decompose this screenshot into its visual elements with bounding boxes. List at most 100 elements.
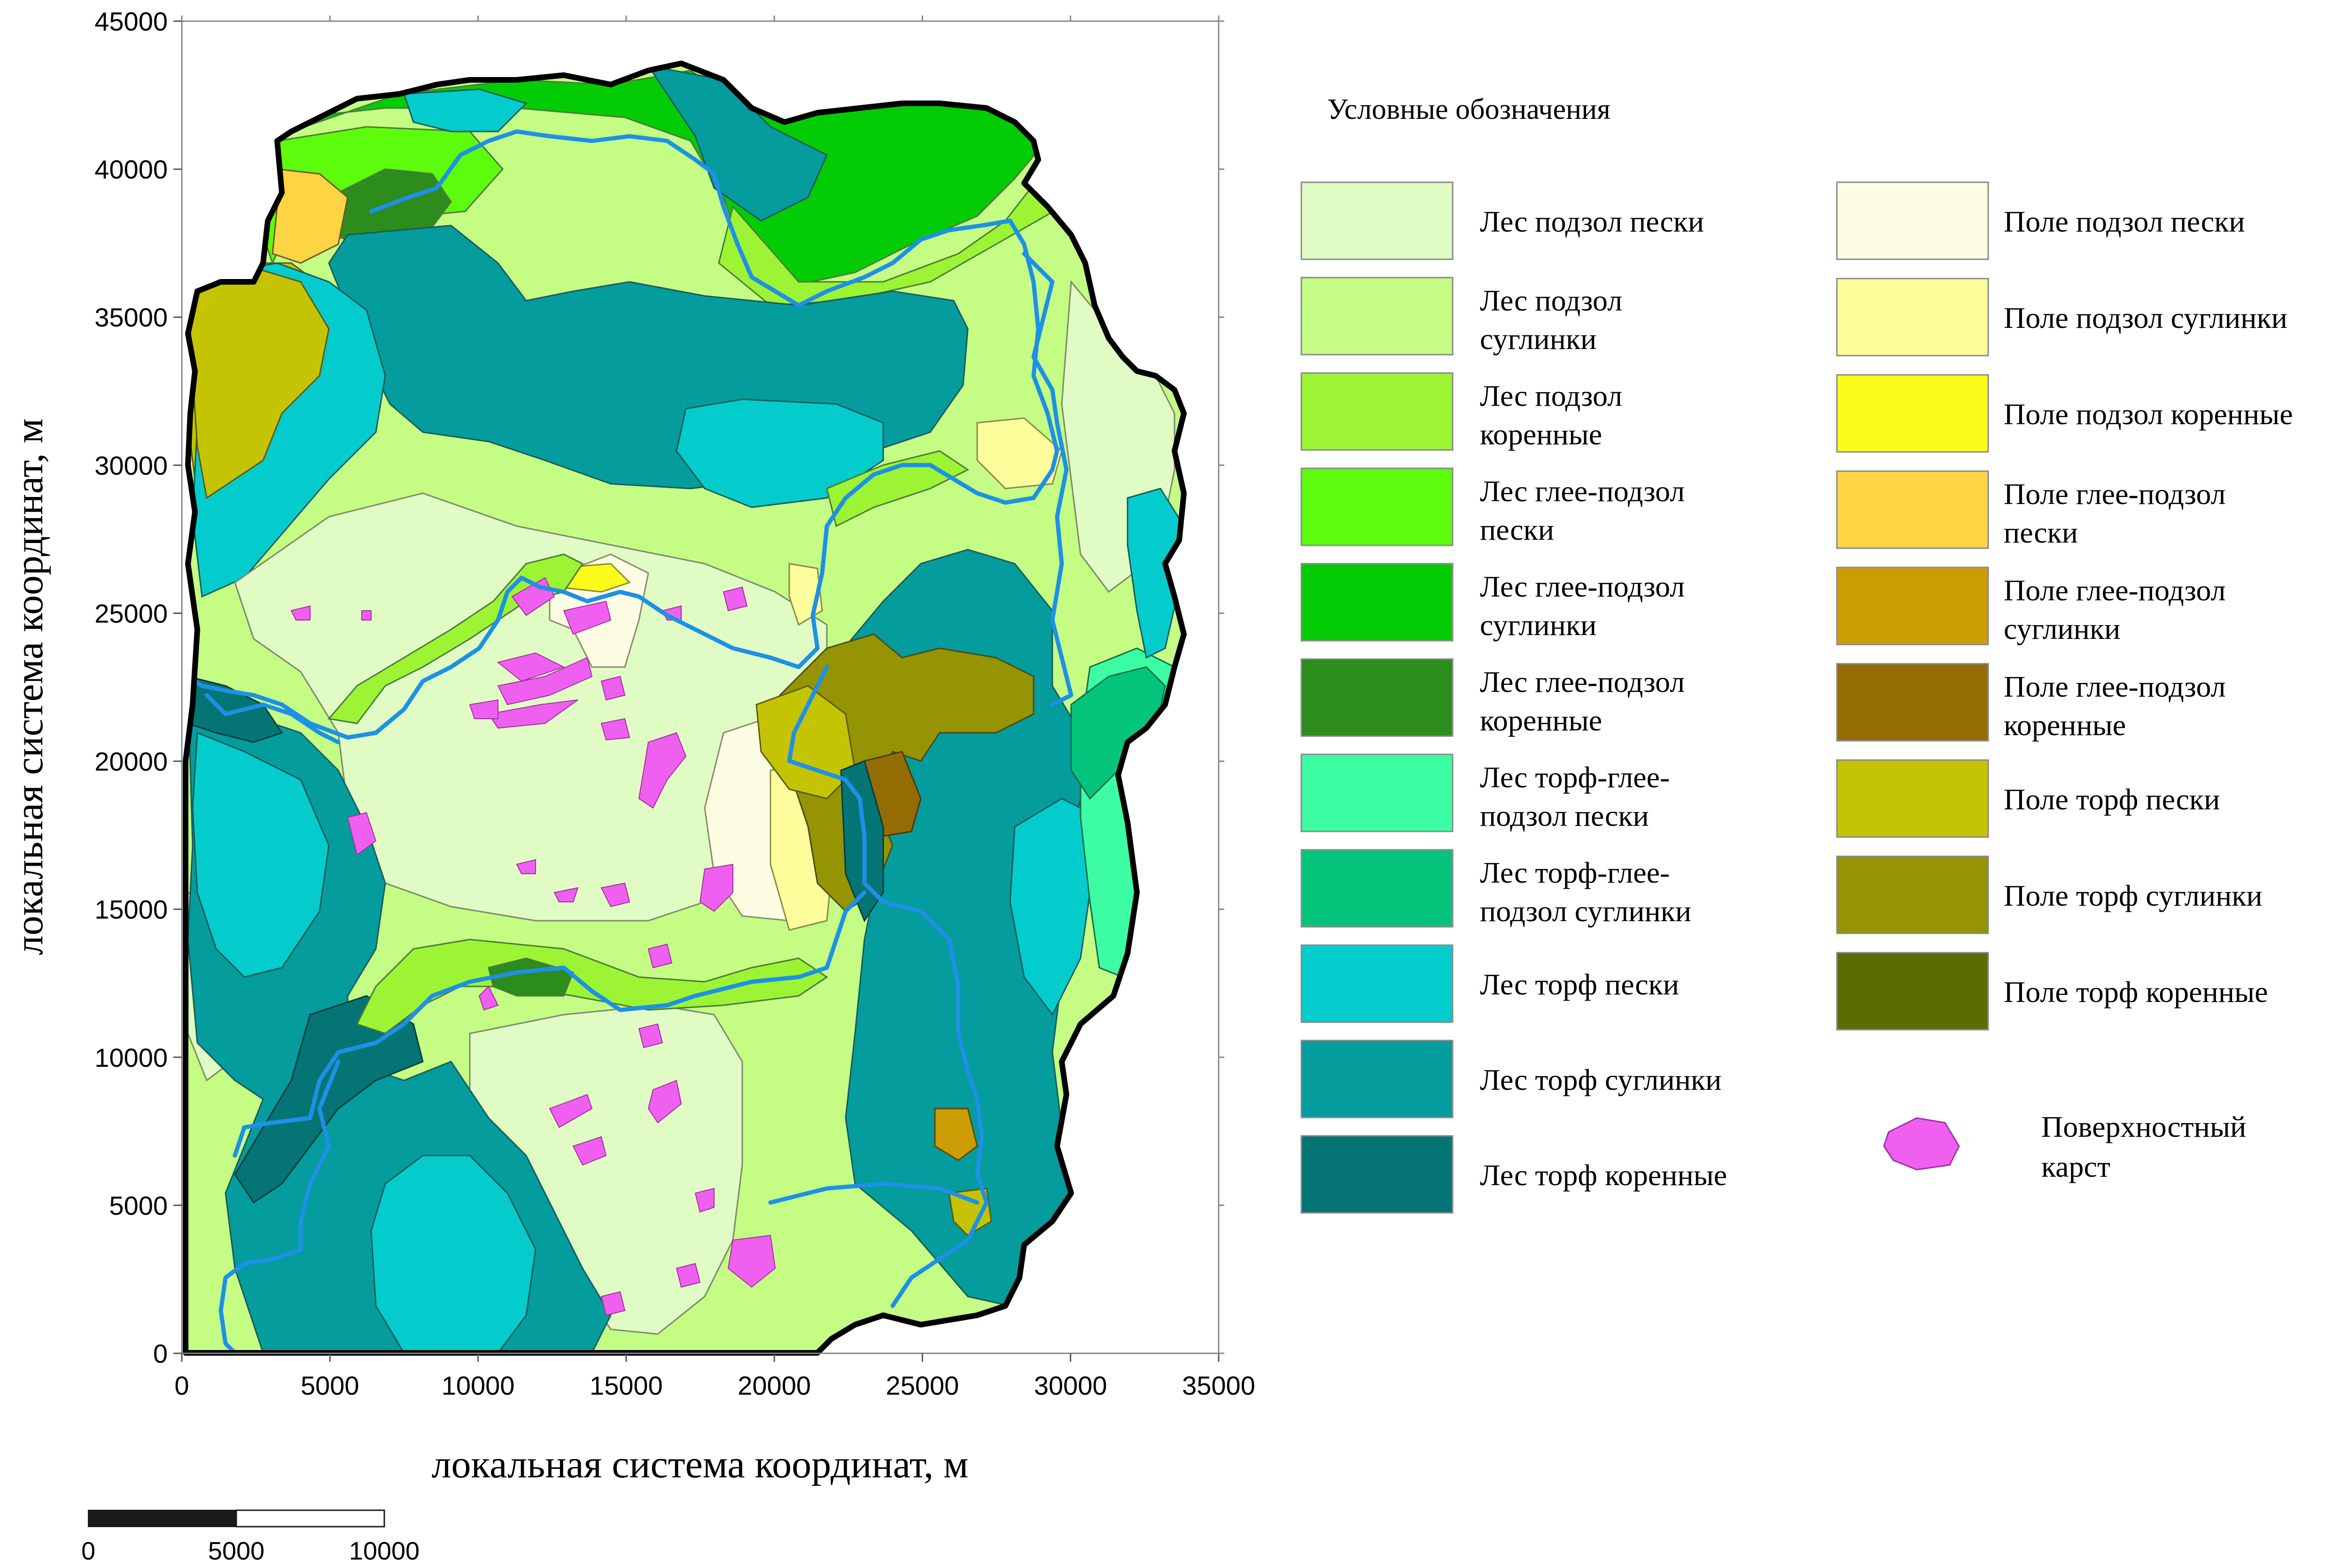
x-axis-title: локальная система координат, м [432,1443,969,1486]
karst-patch [694,1188,715,1213]
legend-label: Поле торф суглинки [2004,879,2263,912]
zone-forest-peat-sands-sw [192,731,330,978]
legend-label: Лес глее-подзол [1480,570,1685,603]
legend-label: Лес подзол [1480,284,1622,317]
zone-field-podzol-loam-ne [976,417,1063,489]
karst-legend-label-line2: карст [2041,1150,2110,1183]
karst-patch [347,812,377,856]
karst-patch [553,887,579,902]
legend-label: Лес подзол [1480,379,1622,412]
legend-swatch [1836,663,1989,742]
zone-forest-peat-sands-east [1009,798,1100,1016]
legend-swatch [1836,567,1989,645]
x-axis-ticks: 0 5000 10000 15000 20000 25000 30000 35000 [174,16,1255,1400]
legend-swatch [1300,849,1454,928]
karst-patch [516,859,536,874]
karst-patch [638,732,687,809]
karst-patch [600,675,626,701]
legend-label: коренные [1480,418,1602,451]
x-tick-label: 15000 [590,1371,663,1400]
x-tick-label: 20000 [738,1371,811,1400]
karst-patch [497,652,565,682]
zone-field-peat-sands-nw2 [187,267,330,499]
legend-swatch [1836,278,1989,357]
scale-bar-light-segment [235,1509,385,1528]
x-tick-label: 5000 [301,1371,359,1400]
river-se-stub [768,1181,980,1205]
legend-label: пески [1480,513,1554,546]
zone-forest-gley-podzol-loam-north [253,70,1039,287]
karst-patch [638,1023,663,1048]
legend-swatch [1300,944,1454,1023]
river-main-north [186,129,1059,740]
legend-label: Поле глее-подзол [2004,574,2226,607]
y-axis-title: локальная система координат, м [8,419,51,955]
legend-right-column: Поле подзол пески Поле подзол суглинки Пол… [1836,181,2293,1031]
legend-label: подзол пески [1480,799,1649,832]
legend-swatch [1300,658,1454,737]
zone-forest-peat-sands-south [370,1155,537,1353]
zone-forest-gley-podzol-sands-river [826,450,969,528]
karst-patch [549,1094,593,1128]
zone-forest-peat-sands-north [403,88,528,132]
legend-label: Лес торф-глее- [1480,856,1670,889]
legend-label: коренные [2004,708,2126,742]
legend-label: суглинки [1480,322,1596,356]
legend-label: суглинки [2004,612,2120,645]
x-tick-label: 25000 [886,1371,959,1400]
legend-label: Лес глее-подзол [1480,665,1685,699]
scale-label-10000: 10000 [349,1537,420,1565]
y-tick-label: 35000 [94,303,168,332]
legend-left-column: Лес подзол пески Лес подзол суглинки Лес по… [1300,181,1727,1214]
legend-label: Поле подзол коренные [2004,397,2293,431]
x-tick-label: 10000 [442,1371,515,1400]
legend-swatch [1300,1040,1454,1118]
y-tick-label: 30000 [94,450,168,480]
zone-forest-peat-sands-far-east [1127,488,1184,659]
legend-label: суглинки [1480,608,1596,642]
karst-patch [572,1136,607,1166]
legend: Условные обозначения Лес подзол пески Лес… [1300,93,2293,1214]
y-tick-label: 10000 [94,1043,168,1072]
karst-patch [478,986,499,1011]
legend-swatch [1300,277,1454,356]
zone-forest-peat-bedrock-central [840,760,884,923]
legend-label: Поле подзол суглинки [2004,301,2287,334]
river-network [186,129,1073,1353]
legend-label: Лес торф-глее- [1480,761,1670,794]
scale-label-5000: 5000 [208,1537,264,1565]
legend-swatch [1836,470,1989,549]
karst-patch [361,610,372,621]
study-area-boundary [183,61,1187,1356]
river-south-west [218,1059,341,1353]
y-tick-label: 45000 [94,7,168,36]
plot-frame [181,20,1220,1354]
river-west-north [204,693,341,745]
legend-swatch [1300,1135,1454,1214]
legend-swatch [1300,181,1454,260]
legend-swatch [1300,563,1454,642]
y-tick-label: 0 [153,1339,168,1368]
y-tick-label: 20000 [94,747,168,776]
scale-bar: 0 5000 10000 [81,1509,420,1565]
karst-patch [600,882,630,908]
legend-label: подзол суглинки [1480,894,1691,928]
karst-patch [723,586,748,612]
legend-label: коренные [1480,704,1602,737]
legend-label: пески [2004,516,2078,549]
legend-swatch [1300,753,1454,832]
legend-swatch [1300,467,1454,546]
scale-bar-dark-segment [88,1510,237,1527]
zone-forest-podzol-bedrock-riverbelt-south [356,939,828,1034]
karst-patch [469,699,498,719]
legend-swatch [1836,855,1989,934]
legend-title: Условные обозначения [1327,93,1610,125]
karst-patch [676,1263,701,1288]
x-tick-label: 0 [174,1371,189,1400]
legend-label: Лес торф коренные [1480,1158,1727,1192]
legend-label: Поле подзол пески [2004,205,2245,238]
x-tick-label: 30000 [1034,1371,1107,1400]
legend-swatch [1836,759,1989,838]
map-polygons [186,63,1184,1353]
